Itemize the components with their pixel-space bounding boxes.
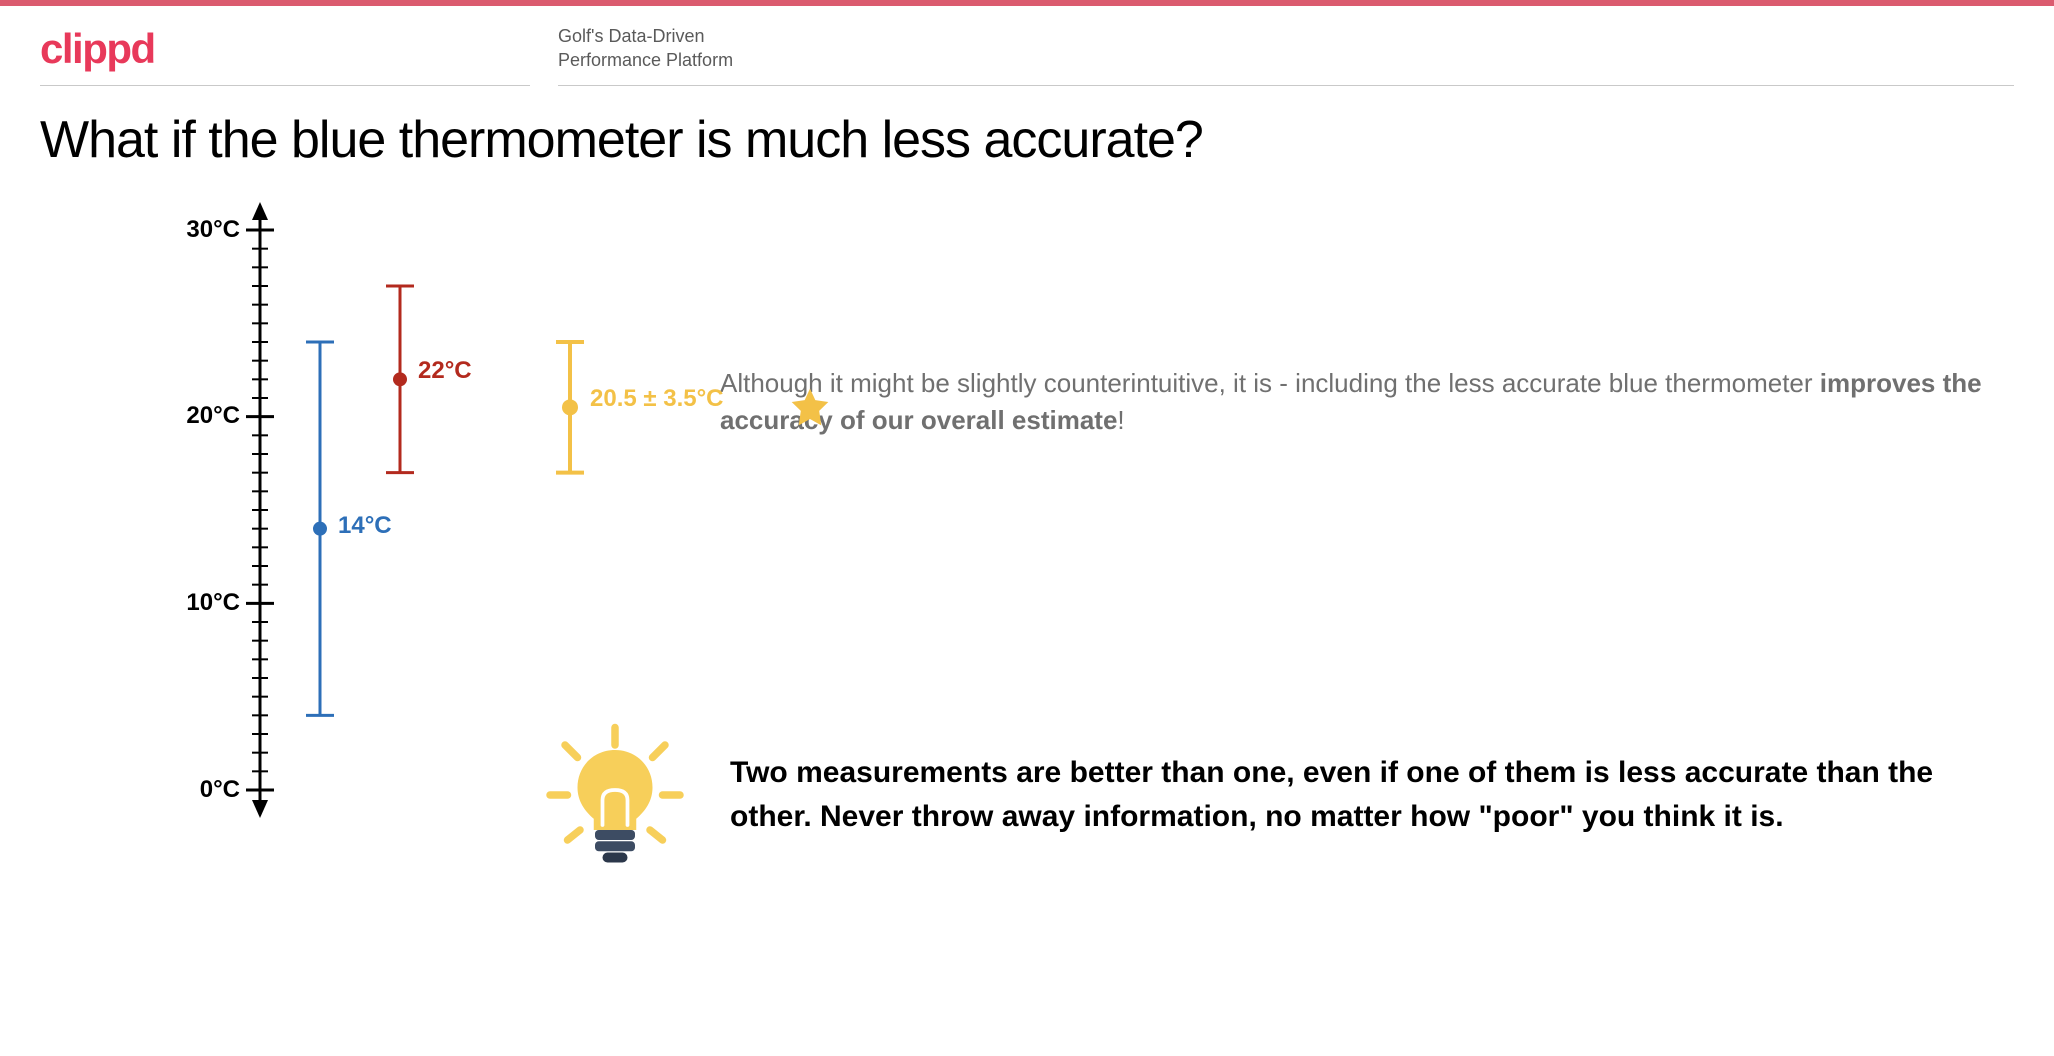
takeaway-text: Two measurements are better than one, ev… bbox=[730, 751, 1994, 838]
series-label-red: 22°C bbox=[418, 357, 472, 385]
series-label-yellow: 20.5 ± 3.5°C bbox=[590, 385, 724, 413]
explanation-suffix: ! bbox=[1117, 405, 1124, 435]
star-icon bbox=[788, 385, 832, 429]
axis-tick-label: 0°C bbox=[160, 776, 240, 804]
header: clippd Golf's Data-Driven Performance Pl… bbox=[0, 6, 2054, 86]
brand-logo: clippd bbox=[40, 25, 530, 73]
axis-tick-label: 30°C bbox=[160, 216, 240, 244]
series-label-blue: 14°C bbox=[338, 512, 392, 540]
series-red bbox=[386, 286, 414, 473]
tagline-line2: Performance Platform bbox=[558, 48, 2014, 72]
lightbulb-icon bbox=[540, 720, 690, 870]
series-blue bbox=[306, 342, 334, 715]
series-yellow bbox=[556, 342, 584, 473]
takeaway-row: Two measurements are better than one, ev… bbox=[540, 720, 1994, 870]
tagline-block: Golf's Data-Driven Performance Platform bbox=[558, 24, 2014, 86]
axis-tick-label: 10°C bbox=[160, 589, 240, 617]
content: 0°C10°C20°C30°C14°C22°C20.5 ± 3.5°C Alth… bbox=[0, 180, 2054, 860]
page-title: What if the blue thermometer is much les… bbox=[0, 86, 2054, 180]
tagline-line1: Golf's Data-Driven bbox=[558, 24, 2014, 48]
axis-tick-label: 20°C bbox=[160, 402, 240, 430]
logo-block: clippd bbox=[40, 25, 530, 86]
